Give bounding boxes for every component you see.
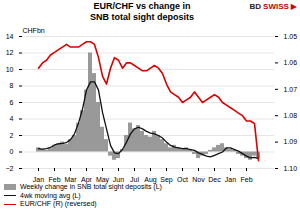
svg-text:Mar: Mar [64, 176, 77, 183]
svg-text:Jun: Jun [113, 176, 124, 183]
html-text:4wk moving avg (L): 4wk moving avg (L) [20, 191, 81, 199]
svg-text:Feb: Feb [48, 176, 60, 183]
svg-text:Jul: Jul [130, 176, 139, 183]
svg-text:1.08: 1.08 [284, 112, 298, 119]
svg-text:14: 14 [6, 33, 14, 40]
html-text:EUR/CHF vs change in SNB total: EUR/CHF vs change in SNB total sight dep… [90, 1, 194, 22]
svg-text:12: 12 [6, 49, 14, 56]
svg-text:Oct: Oct [177, 176, 188, 183]
svg-text:1.05: 1.05 [284, 33, 298, 40]
svg-text:1.06: 1.06 [284, 59, 298, 66]
svg-text:CHFbn: CHFbn [23, 27, 45, 34]
svg-text:8: 8 [10, 82, 14, 89]
svg-text:4: 4 [10, 115, 14, 122]
svg-text:Jan: Jan [33, 176, 44, 183]
svg-text:Apr: Apr [81, 176, 93, 184]
svg-text:1.07: 1.07 [284, 86, 298, 93]
svg-text:Sep: Sep [160, 176, 173, 184]
html-text:EUR/CHF (R) (reversed): EUR/CHF (R) (reversed) [20, 200, 97, 207]
svg-text:6: 6 [10, 99, 14, 106]
svg-text:Aug: Aug [144, 176, 157, 184]
svg-text:2: 2 [10, 132, 14, 139]
svg-text:May: May [96, 176, 110, 184]
html-text:Weekly change in SNB total sig: Weekly change in SNB total sight deposit… [20, 183, 162, 190]
svg-text:Nov: Nov [192, 176, 205, 183]
html-text:BD SWISS ▶: BD SWISS ▶ [249, 2, 297, 11]
svg-text:Feb: Feb [240, 176, 252, 183]
svg-text:Dec: Dec [208, 176, 221, 183]
svg-text:1.10: 1.10 [284, 165, 298, 172]
svg-text:1.09: 1.09 [284, 138, 298, 145]
svg-text:−2: −2 [6, 165, 14, 172]
svg-text:0: 0 [10, 148, 14, 155]
svg-text:10: 10 [6, 66, 14, 73]
svg-text:Jan: Jan [225, 176, 236, 183]
